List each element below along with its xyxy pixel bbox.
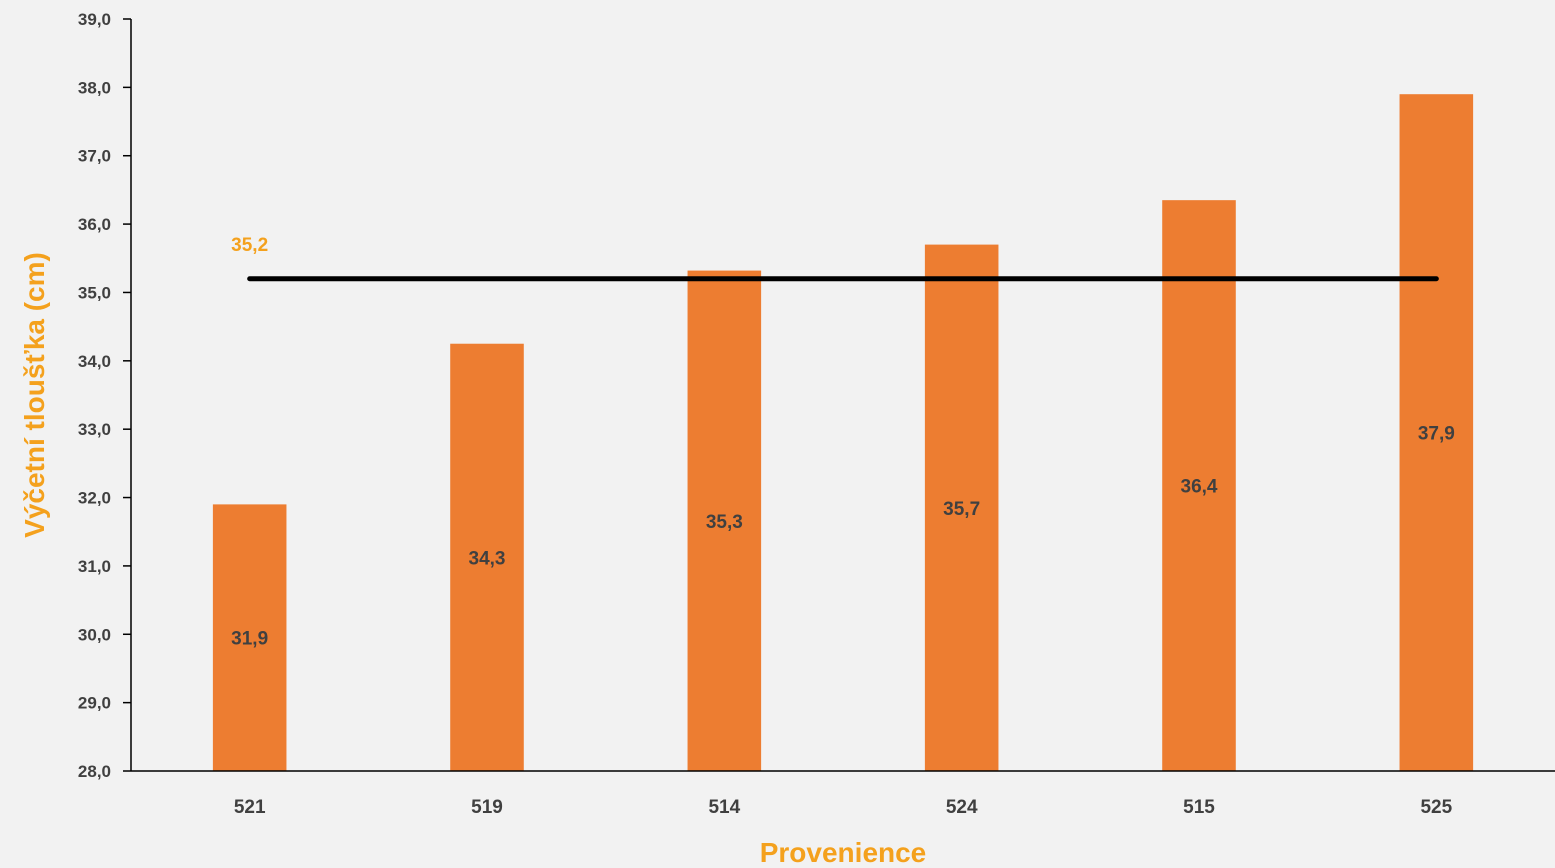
bar-value-label: 31,9 [231, 629, 268, 650]
y-axis-title: Výčetní tloušťka (cm) [19, 252, 50, 538]
y-tick-label: 33,0 [78, 420, 111, 439]
mean-line-label: 35,2 [231, 235, 268, 256]
bar [924, 244, 999, 772]
bar [1162, 200, 1236, 771]
bar [212, 504, 287, 771]
y-tick-label: 37,0 [78, 147, 111, 166]
y-tick-label: 35,0 [78, 283, 111, 302]
bar-value-label: 35,7 [943, 499, 980, 520]
y-tick-label: 36,0 [78, 215, 111, 234]
bar-value-label: 34,3 [469, 548, 506, 569]
bar-value-label: 37,9 [1418, 424, 1455, 445]
bars: 31,9 34,3 35,3 35,7 36,4 37,9 [212, 94, 1474, 772]
y-tick-label: 29,0 [78, 694, 111, 713]
y-tick-label: 32,0 [78, 489, 111, 508]
x-axis-ticks: 521 519 514 524 515 525 [234, 797, 1453, 818]
x-tick-label: 515 [1183, 797, 1215, 818]
y-tick-label: 31,0 [78, 557, 111, 576]
x-tick-label: 525 [1420, 797, 1452, 818]
x-tick-label: 514 [708, 797, 740, 818]
bar [1399, 94, 1474, 771]
x-tick-label: 521 [234, 797, 266, 818]
bar [687, 270, 762, 771]
y-tick-label: 34,0 [78, 352, 111, 371]
bar-value-label: 35,3 [706, 512, 743, 533]
x-tick-label: 519 [471, 797, 503, 818]
bar [450, 343, 524, 771]
x-axis-title: Provenience [760, 837, 927, 868]
y-tick-label: 39,0 [78, 10, 111, 29]
bar-value-label: 36,4 [1181, 477, 1218, 498]
y-tick-label: 38,0 [78, 78, 111, 97]
x-tick-label: 524 [946, 797, 978, 818]
y-tick-label: 28,0 [78, 762, 111, 781]
y-tick-label: 30,0 [78, 625, 111, 644]
y-axis-ticks: 28,0 29,0 30,0 31,0 32,0 33,0 34,0 35,0 36,0 37,0… [78, 10, 131, 781]
